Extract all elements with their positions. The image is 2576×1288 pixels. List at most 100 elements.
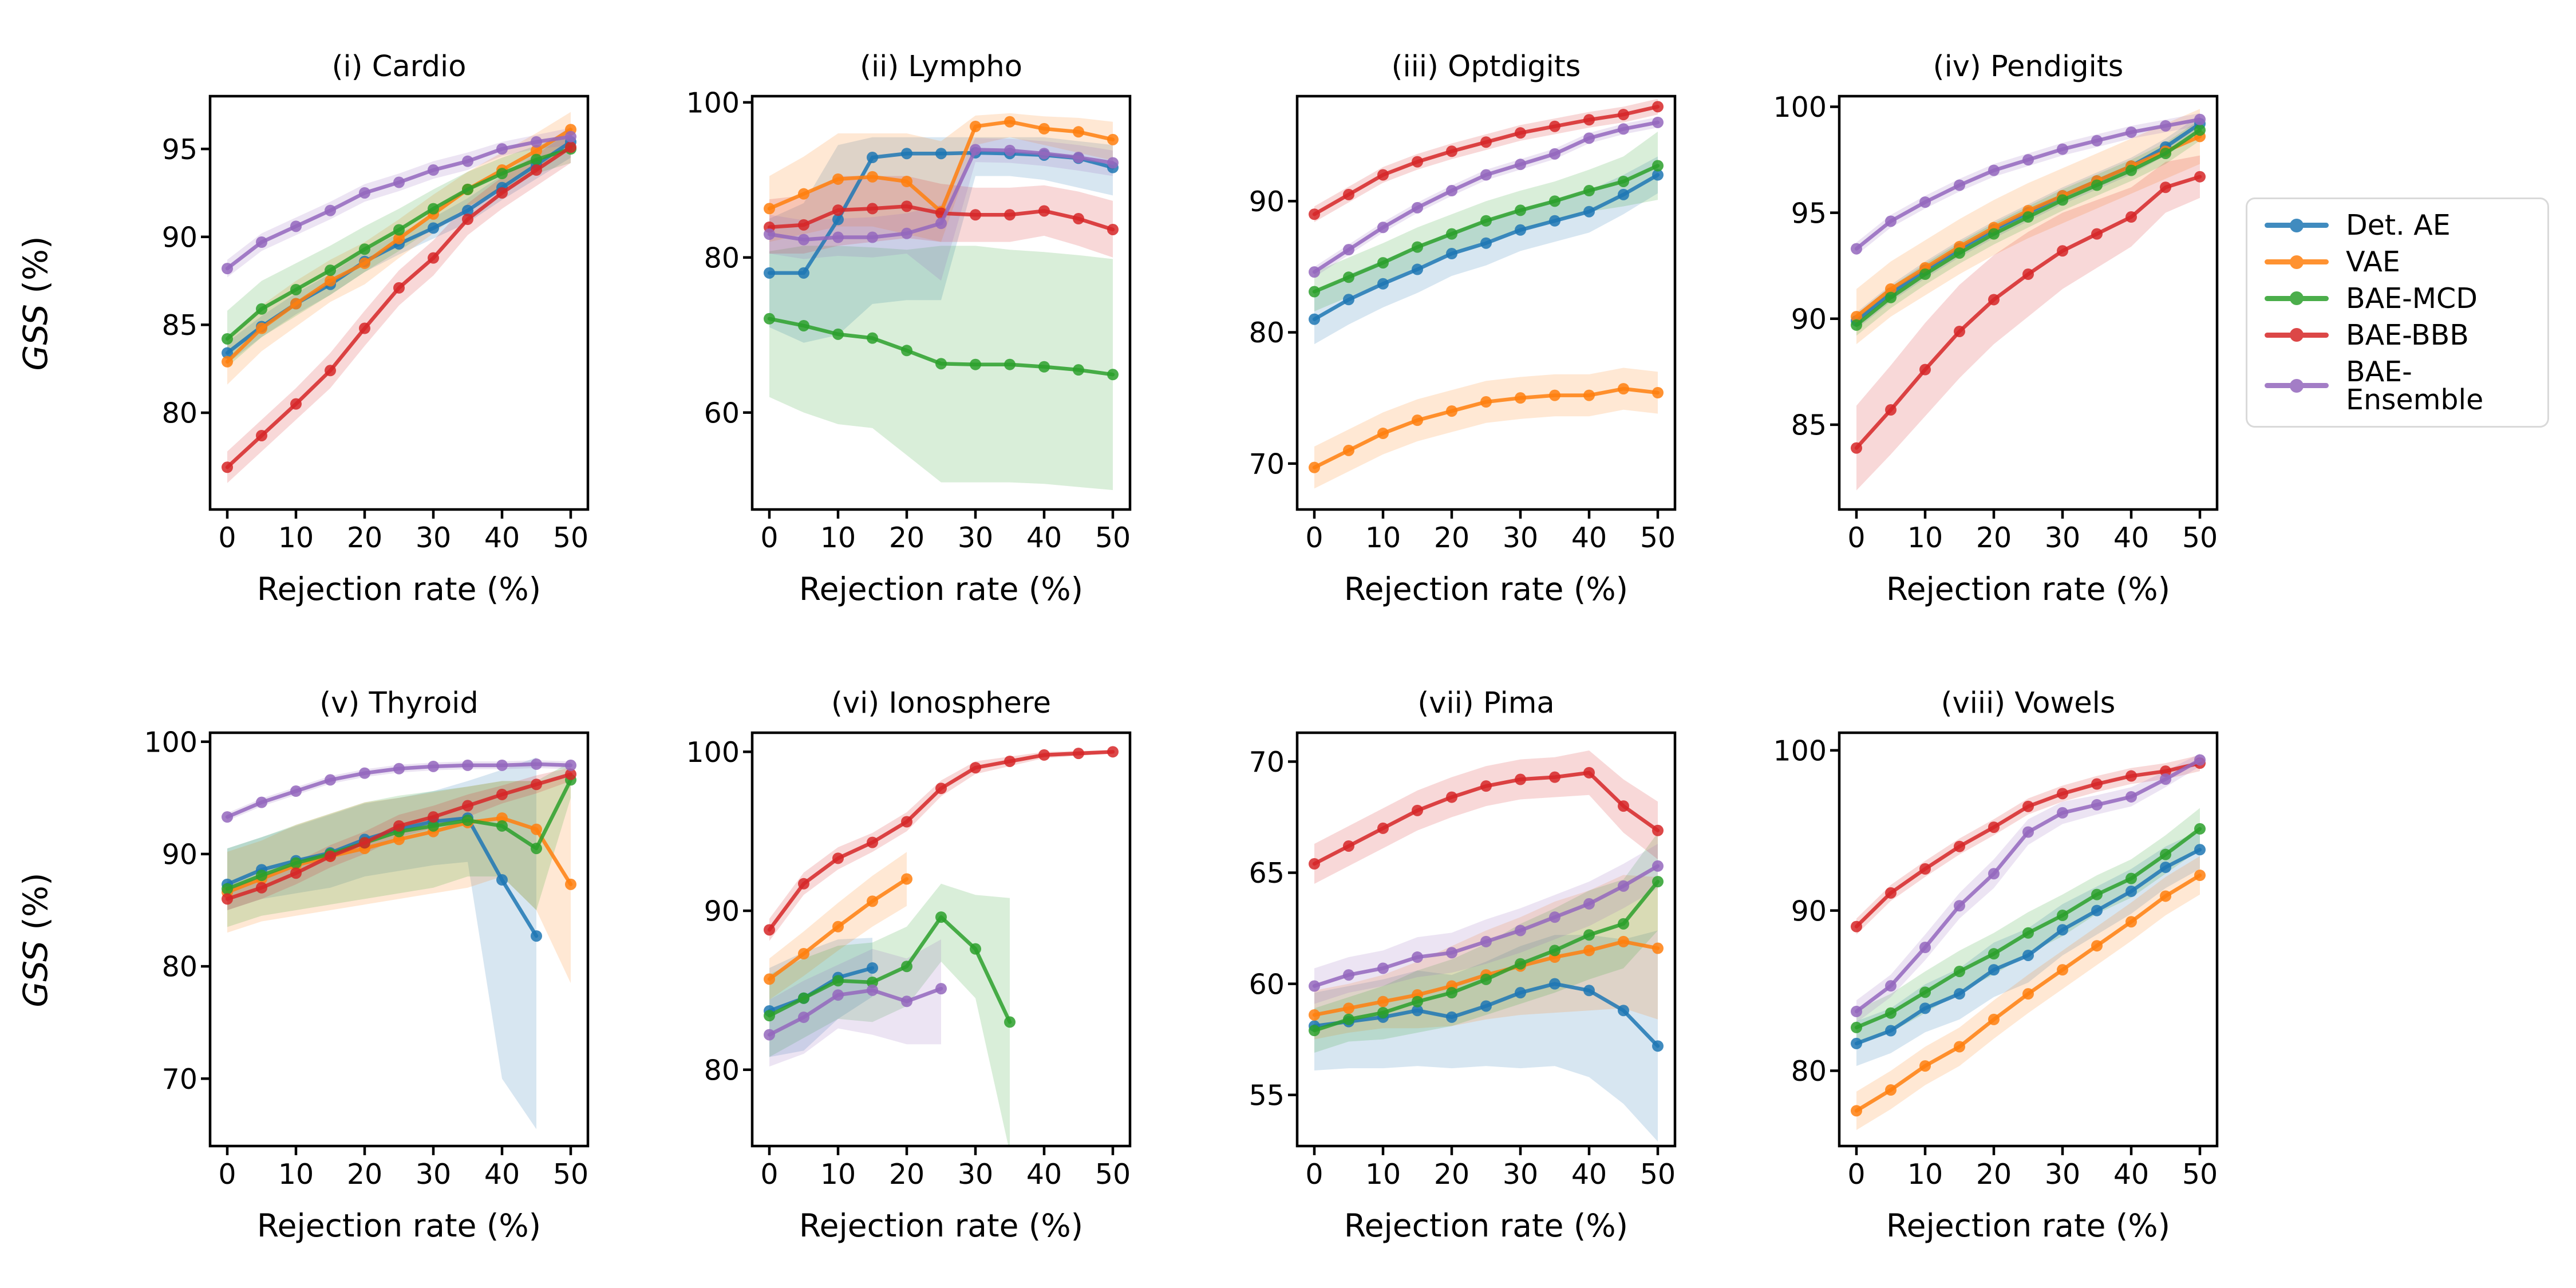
svg-text:Rejection rate (%): Rejection rate (%)	[1886, 1207, 2170, 1244]
svg-text:50: 50	[1095, 521, 1131, 554]
svg-text:40: 40	[2113, 521, 2149, 554]
svg-text:10: 10	[278, 521, 314, 554]
svg-text:30: 30	[958, 521, 993, 554]
svg-text:80: 80	[704, 1054, 740, 1086]
svg-text:70: 70	[162, 1063, 197, 1096]
svg-text:50: 50	[1640, 521, 1676, 554]
svg-text:85: 85	[162, 309, 197, 342]
svg-text:20: 20	[1434, 521, 1469, 554]
svg-text:40: 40	[1026, 1158, 1062, 1191]
svg-text:60: 60	[1249, 968, 1285, 1001]
y-axis-label-unit: (%)	[16, 236, 55, 305]
svg-text:30: 30	[2045, 521, 2080, 554]
svg-text:(ii) Lympho: (ii) Lympho	[860, 53, 1022, 84]
subplot-vowels: 0 10 20 30 40 50 80 90 100 (viii) Vowels Rejection…	[1716, 690, 2323, 1257]
svg-text:30: 30	[958, 1158, 993, 1191]
svg-text:20: 20	[1976, 521, 2012, 554]
svg-text:50: 50	[2182, 1158, 2218, 1191]
svg-text:95: 95	[162, 133, 197, 166]
svg-text:50: 50	[1095, 1158, 1131, 1191]
chart-cardio: 0 10 20 30 40 50 80 85 90 95 (i) Cardio Rejection r…	[162, 53, 590, 607]
legend-label: VAE	[2346, 246, 2400, 279]
legend-label: BAE-MCD	[2346, 282, 2478, 315]
svg-text:100: 100	[686, 736, 740, 769]
svg-text:90: 90	[704, 895, 740, 928]
svg-text:(iii) Optdigits: (iii) Optdigits	[1392, 53, 1581, 84]
svg-text:20: 20	[347, 521, 382, 554]
svg-text:30: 30	[2045, 1158, 2080, 1191]
svg-text:0: 0	[1305, 521, 1323, 554]
svg-text:65: 65	[1249, 857, 1285, 890]
bae-ensemble-line-icon	[2265, 378, 2329, 393]
svg-text:Rejection rate (%): Rejection rate (%)	[799, 1207, 1083, 1244]
svg-text:90: 90	[162, 221, 197, 254]
legend: Det. AE VAE BAE-MCD BAE-BBB BAE-Ensemble	[2246, 197, 2549, 428]
svg-text:50: 50	[2182, 521, 2218, 554]
subplot-lympho: 0 10 20 30 40 50 60 80 100 (ii) Lympho Rejection r…	[629, 53, 1236, 620]
bae-mcd-line-icon	[2265, 291, 2329, 306]
svg-text:Rejection rate (%): Rejection rate (%)	[257, 571, 541, 607]
legend-label: BAE-BBB	[2346, 318, 2469, 351]
svg-text:(i) Cardio: (i) Cardio	[332, 53, 467, 84]
svg-text:100: 100	[1773, 734, 1827, 767]
svg-text:0: 0	[760, 521, 778, 554]
svg-text:70: 70	[1249, 746, 1285, 779]
svg-text:20: 20	[1434, 1158, 1469, 1191]
legend-item-bae-ensemble: BAE-Ensemble	[2265, 358, 2530, 414]
svg-text:80: 80	[704, 242, 740, 274]
chart-ionosphere: 0 10 20 30 40 50 80 90 100 (vi) Ionosphere Rejecti…	[686, 690, 1132, 1244]
svg-text:90: 90	[1791, 895, 1827, 927]
svg-text:10: 10	[1365, 1158, 1401, 1191]
svg-text:0: 0	[1847, 521, 1865, 554]
svg-text:10: 10	[820, 1158, 856, 1191]
legend-item-bae-mcd: BAE-MCD	[2265, 285, 2530, 313]
chart-vowels: 0 10 20 30 40 50 80 90 100 (viii) Vowels Rejection…	[1773, 690, 2219, 1244]
svg-text:(viii) Vowels: (viii) Vowels	[1941, 690, 2116, 720]
subplot-thyroid: 0 10 20 30 40 50 70 80 90 100 (v) Thyroid Rejection…	[87, 690, 694, 1257]
bae-ensemble-marker-icon	[2290, 378, 2304, 393]
svg-text:40: 40	[1571, 1158, 1607, 1191]
svg-text:10: 10	[278, 1158, 314, 1191]
det-ae-marker-icon	[2290, 218, 2304, 232]
svg-text:60: 60	[704, 397, 740, 429]
det-ae-line-icon	[2265, 218, 2329, 232]
legend-item-vae: VAE	[2265, 248, 2530, 276]
subplot-ionosphere: 0 10 20 30 40 50 80 90 100 (vi) Ionosphere Rejecti…	[629, 690, 1236, 1257]
svg-text:40: 40	[1026, 521, 1062, 554]
svg-text:10: 10	[1907, 1158, 1943, 1191]
svg-text:30: 30	[416, 521, 451, 554]
bae-bbb-line-icon	[2265, 328, 2329, 342]
svg-text:Rejection rate (%): Rejection rate (%)	[1886, 571, 2170, 607]
svg-text:55: 55	[1249, 1079, 1285, 1112]
svg-text:30: 30	[1503, 521, 1538, 554]
svg-text:0: 0	[218, 521, 236, 554]
svg-text:100: 100	[686, 86, 740, 119]
svg-text:30: 30	[1503, 1158, 1538, 1191]
svg-text:20: 20	[1976, 1158, 2012, 1191]
svg-text:0: 0	[1847, 1158, 1865, 1191]
svg-text:85: 85	[1791, 409, 1827, 442]
chart-pima: 0 10 20 30 40 50 55 60 65 70 (vii) Pima Rejection r…	[1249, 690, 1677, 1244]
svg-text:Rejection rate (%): Rejection rate (%)	[257, 1207, 541, 1244]
svg-text:Rejection rate (%): Rejection rate (%)	[799, 571, 1083, 607]
svg-text:100: 100	[144, 726, 197, 758]
svg-text:80: 80	[162, 951, 197, 983]
svg-text:10: 10	[820, 521, 856, 554]
svg-text:(vi) Ionosphere: (vi) Ionosphere	[831, 690, 1051, 720]
svg-text:80: 80	[1249, 317, 1285, 349]
subplot-optdigits: 0 10 20 30 40 50 70 80 90 (iii) Optdigits Rejectio…	[1174, 53, 1781, 620]
svg-text:100: 100	[1773, 91, 1827, 124]
chart-pendigits: 0 10 20 30 40 50 85 90 95 100 (iv) Pendigits Reject…	[1773, 53, 2219, 607]
chart-lympho: 0 10 20 30 40 50 60 80 100 (ii) Lympho Rejection r…	[686, 53, 1132, 607]
svg-text:20: 20	[889, 1158, 924, 1191]
svg-text:10: 10	[1907, 521, 1943, 554]
svg-text:(vii) Pima: (vii) Pima	[1417, 690, 1554, 720]
y-axis-label-row1: GSS (%)	[16, 236, 55, 370]
svg-text:20: 20	[347, 1158, 382, 1191]
svg-text:0: 0	[218, 1158, 236, 1191]
svg-text:95: 95	[1791, 197, 1827, 230]
svg-text:30: 30	[416, 1158, 451, 1191]
legend-item-bae-bbb: BAE-BBB	[2265, 321, 2530, 349]
svg-text:50: 50	[1640, 1158, 1676, 1191]
svg-text:Rejection rate (%): Rejection rate (%)	[1344, 1207, 1628, 1244]
